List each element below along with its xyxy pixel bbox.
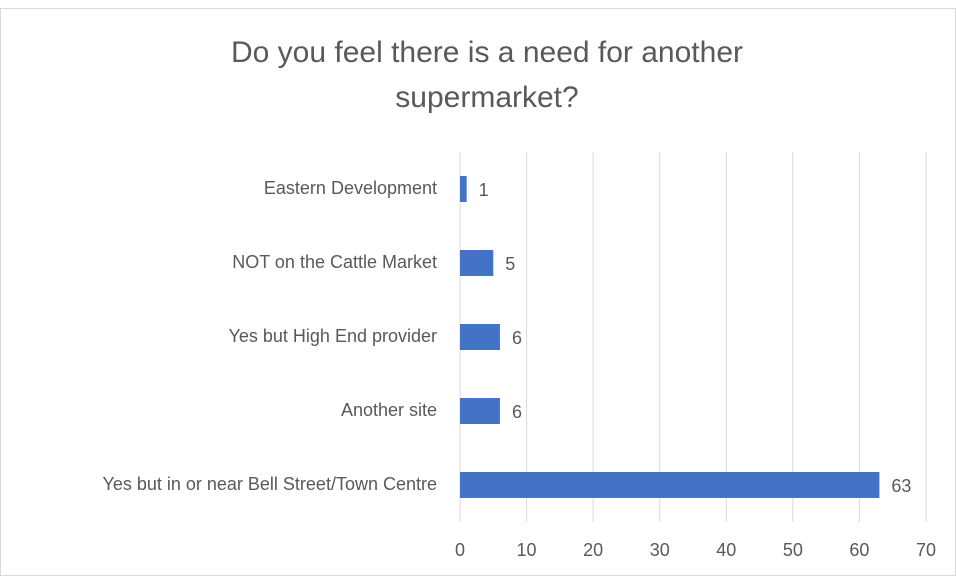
y-tick-label: Eastern Development [264, 178, 437, 198]
x-tick-label: 60 [849, 540, 869, 560]
y-tick-label: Yes but in or near Bell Street/Town Cent… [102, 474, 437, 494]
bar [460, 324, 500, 350]
data-label: 6 [512, 328, 522, 348]
x-tick-label: 10 [517, 540, 537, 560]
x-tick-label: 0 [455, 540, 465, 560]
y-tick-label: Another site [341, 400, 437, 420]
bar [460, 472, 880, 498]
bar [460, 176, 467, 202]
x-tick-label: 30 [650, 540, 670, 560]
x-tick-label: 20 [583, 540, 603, 560]
y-tick-label: Yes but High End provider [229, 326, 437, 346]
x-tick-label: 70 [916, 540, 936, 560]
data-label: 63 [891, 476, 911, 496]
data-label: 6 [512, 402, 522, 422]
x-tick-label: 40 [716, 540, 736, 560]
data-label: 1 [479, 180, 489, 200]
x-tick-label: 50 [783, 540, 803, 560]
chart-title: Do you feel there is a need for another … [231, 36, 743, 114]
chart-border [0, 8, 956, 576]
y-tick-label: NOT on the Cattle Market [232, 252, 437, 272]
data-label: 5 [505, 254, 515, 274]
bar [460, 398, 500, 424]
bar [460, 250, 494, 276]
